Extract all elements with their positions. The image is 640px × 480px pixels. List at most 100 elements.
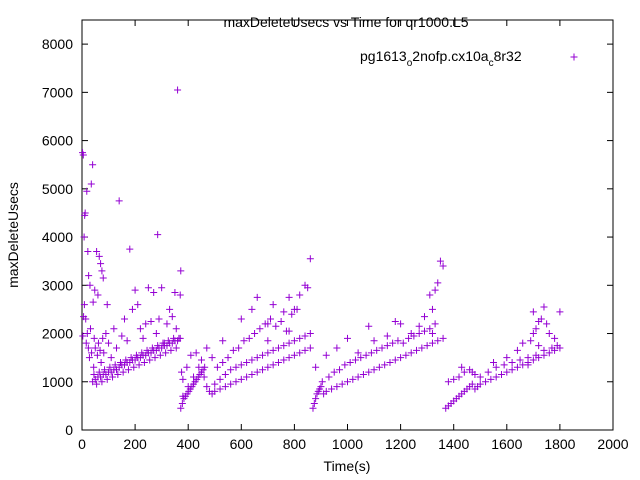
data-point <box>285 339 293 347</box>
data-point <box>113 344 121 352</box>
data-point <box>548 344 556 352</box>
data-point <box>162 349 170 357</box>
data-point <box>415 330 423 338</box>
data-point <box>362 351 370 359</box>
data-points <box>79 86 564 412</box>
data-point <box>322 351 330 359</box>
data-point <box>556 308 564 316</box>
data-point <box>224 354 232 362</box>
data-point <box>89 161 97 169</box>
data-point <box>434 337 442 345</box>
legend-label-tail: 8r32 <box>494 48 522 64</box>
data-point <box>98 267 106 275</box>
data-point <box>208 354 216 362</box>
data-point <box>420 327 428 335</box>
data-point <box>391 356 399 364</box>
data-point <box>370 366 378 374</box>
data-point <box>85 272 93 280</box>
data-point <box>103 375 111 383</box>
data-point <box>97 260 105 268</box>
data-point <box>237 315 245 323</box>
data-point <box>458 363 466 371</box>
data-point <box>151 354 159 362</box>
data-point <box>383 342 391 350</box>
data-point <box>285 293 293 301</box>
data-point <box>312 395 320 403</box>
data-point <box>232 363 240 371</box>
data-point <box>264 363 272 371</box>
data-point <box>516 356 524 364</box>
data-point <box>269 346 277 354</box>
data-point <box>119 368 127 376</box>
data-point <box>93 248 101 256</box>
data-point <box>140 358 148 366</box>
data-point <box>545 349 553 357</box>
data-point <box>264 320 272 328</box>
data-point <box>152 330 160 338</box>
data-point <box>436 257 444 265</box>
data-point <box>221 371 229 379</box>
data-point <box>115 197 123 205</box>
data-point <box>79 332 87 340</box>
data-point <box>296 291 304 299</box>
data-point <box>114 371 122 379</box>
data-point <box>259 351 267 359</box>
data-point <box>318 378 326 386</box>
data-point <box>426 291 434 299</box>
y-tick-label: 5000 <box>42 181 73 197</box>
data-point <box>91 344 99 352</box>
data-point <box>357 354 365 362</box>
data-point <box>177 267 185 275</box>
data-point <box>336 366 344 374</box>
data-point <box>351 356 359 364</box>
data-point <box>259 366 267 374</box>
data-point <box>375 363 383 371</box>
data-point <box>328 385 336 393</box>
data-point <box>365 368 373 376</box>
data-point <box>524 361 532 369</box>
data-point <box>94 339 102 347</box>
y-axis-label: maxDeleteUsecs <box>5 182 21 288</box>
data-point <box>269 361 277 369</box>
data-point <box>156 351 164 359</box>
data-point <box>251 330 259 338</box>
data-point <box>253 293 261 301</box>
data-point <box>142 320 150 328</box>
data-point <box>253 368 261 376</box>
data-point <box>99 274 107 282</box>
x-tick-label: 0 <box>78 436 86 452</box>
data-point <box>373 346 381 354</box>
data-point <box>166 305 174 313</box>
data-point <box>237 375 245 383</box>
legend-label-main: pg1613 <box>360 48 407 64</box>
y-tick-label: 1000 <box>42 374 73 390</box>
y-tick-label: 8000 <box>42 36 73 52</box>
data-point <box>439 262 447 270</box>
data-point <box>211 387 219 395</box>
legend: pg1613o2nofp.cx10ac8r32 <box>360 48 578 69</box>
data-point <box>127 354 135 362</box>
data-point <box>532 351 540 359</box>
data-point <box>490 358 498 366</box>
data-point <box>310 399 318 407</box>
data-point <box>122 356 130 364</box>
data-point <box>172 344 180 352</box>
data-point <box>130 363 138 371</box>
data-point <box>171 289 179 297</box>
data-point <box>280 342 288 350</box>
data-point <box>500 361 508 369</box>
chart-title: maxDeleteUsecs vs Time for qr1000.L5 <box>223 14 468 30</box>
data-point <box>280 356 288 364</box>
x-tick-label: 1400 <box>438 436 469 452</box>
data-point <box>85 354 93 362</box>
data-point <box>83 187 91 195</box>
data-point <box>105 339 113 347</box>
data-point <box>126 245 134 253</box>
data-point <box>476 380 484 388</box>
data-point <box>399 339 407 347</box>
data-point <box>96 346 104 354</box>
data-point <box>354 349 362 357</box>
data-point <box>439 334 447 342</box>
data-point <box>306 330 314 338</box>
data-point <box>344 334 351 342</box>
